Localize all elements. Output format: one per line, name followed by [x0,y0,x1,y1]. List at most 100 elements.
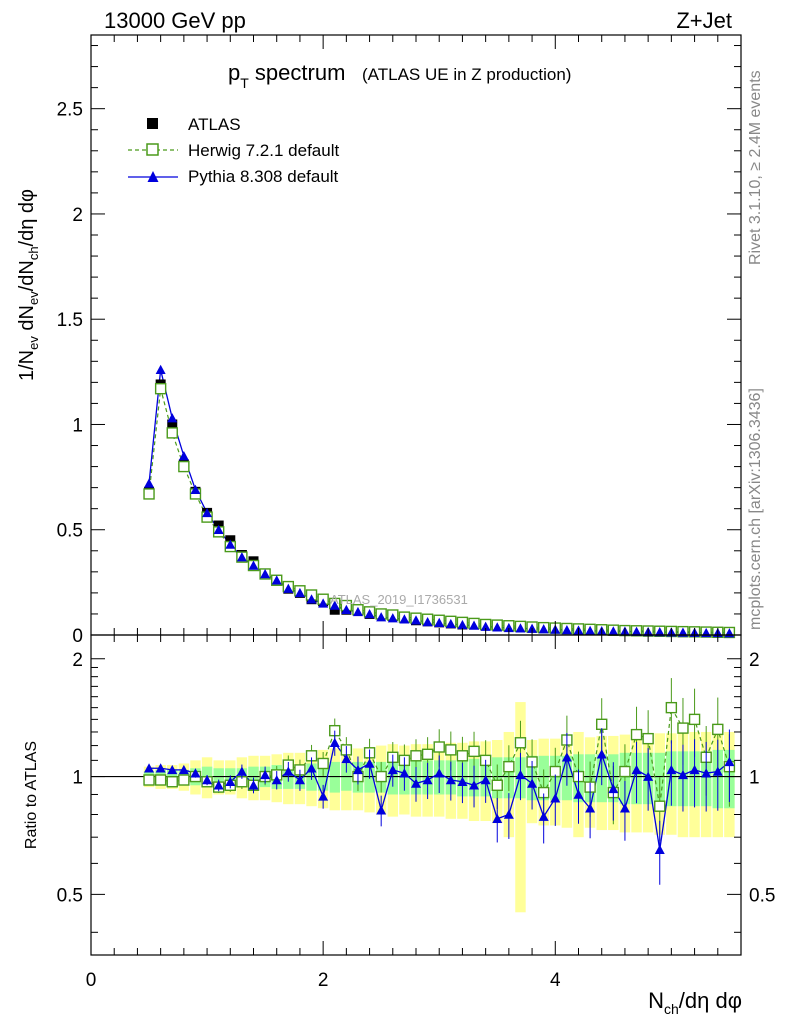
ratio-pythia-point [608,783,619,794]
ratio-pythia-point [596,749,607,759]
atlas-point [167,419,178,430]
ratio-pythia-point [167,764,178,775]
ratio-herwig-point [410,750,422,762]
ratio-pythia-point [236,766,247,776]
pythia-point [561,624,572,635]
herwig-point [143,488,155,500]
ratio-y-tick-label-left: 0.5 [57,885,83,906]
legend-herwig-marker [146,143,159,156]
ratio-pythia-point [283,766,294,776]
pythia-point [294,587,305,598]
ratio-y-tick-label-left: 2 [72,650,83,671]
ratio-herwig-point [642,732,654,745]
main-axes: 0 0.5 1 1.5 2 2.5 [57,35,742,647]
pythia-point [480,621,491,631]
pythia-point [190,484,201,494]
ratio-pythia-point [689,764,700,775]
ratio-herwig-point [143,774,155,786]
pythia-point [434,617,445,628]
ratio-pythia-point [202,774,213,785]
ratio-pythia-point [213,780,224,790]
pythia-point [515,623,526,633]
x-tick-label: 4 [550,970,561,991]
ratio-pythia-point [631,764,642,775]
pythia-point [329,600,340,610]
herwig-point [178,460,190,473]
pythia-point [364,608,375,619]
ratio-herwig-point [154,774,167,786]
ratio-pythia-point [155,763,166,773]
legend-atlas-marker [147,118,158,129]
x-tick-label: 2 [318,970,329,991]
main-data-layer [143,364,736,639]
pythia-point [213,524,224,534]
ratio-band-total [515,702,526,913]
ratio-y-tick-label-right: 0.5 [749,885,775,906]
herwig-point [166,427,178,439]
ratio-pythia-point [364,758,375,768]
ratio-pythia-point [411,778,421,788]
y-tick-label: 2 [72,205,83,226]
pythia-point [178,451,189,461]
energy-label: 13000 GeV pp [104,8,246,33]
ratio-pythia-point [271,774,282,785]
ratio-y-tick-label-left: 1 [72,768,83,789]
pythia-point [155,364,166,374]
ratio-herwig-point [514,737,527,749]
pythia-point [236,552,247,562]
pythia-point [631,626,642,636]
main-y-axis-label: 1/Nev dNev/dNch/dη dφ [16,189,41,381]
ratio-pythia-point [724,756,735,767]
ratio-pythia-point [677,769,688,780]
ratio-pythia-point [260,769,271,780]
ratio-band-stat [329,761,340,793]
chart-title: pT spectrum [228,60,345,91]
analysis-watermark: ATLAS_2019_I1736531 [330,592,468,607]
ratio-pythia-point [654,844,665,855]
ratio-herwig-point [596,718,608,731]
ratio-herwig-point [468,745,480,758]
pythia-point [503,622,514,633]
ratio-pythia-point [573,789,584,799]
y-tick-label: 0.5 [57,521,83,542]
ratio-pythia-point [352,764,363,775]
ratio-pythia-point [712,766,723,776]
ratio-pythia-point [422,774,433,785]
pythia-point [248,560,259,570]
legend: ATLAS Herwig 7.2.1 default Pythia 8.308 … [128,115,339,186]
ratio-pythia-point [561,752,572,762]
ratio-herwig-point [619,765,631,778]
pythia-point [608,626,619,636]
pythia-point [411,615,421,625]
pythia-point [260,568,271,579]
ratio-herwig-point [503,760,515,773]
ratio-herwig-point [445,744,457,756]
ratio-pythia-point [701,768,712,778]
pythia-point [469,620,480,630]
pythia-point [225,539,236,549]
ratio-axes: 0.5 0.5 1 1 2 2 0 2 4 [57,635,775,991]
pythia-point [457,619,468,630]
ratio-pythia-point [306,763,317,773]
ratio-pythia-point [666,764,677,775]
pythia-point [306,594,317,604]
ratio-pythia-point [329,737,340,748]
legend-atlas-label: ATLAS [188,115,241,134]
ratio-pythia-point [294,774,305,785]
pythia-point [538,624,549,634]
y-tick-label: 1.5 [57,310,83,331]
ratio-herwig-point [630,728,643,741]
pythia-point [271,575,282,585]
ratio-herwig-point [677,722,689,734]
x-tick-label: 0 [86,970,97,991]
ratio-pythia-point [318,791,329,801]
legend-pythia-label: Pythia 8.308 default [188,167,339,186]
ratio-herwig-point [178,774,190,786]
ratio-pythia-point [515,769,526,780]
ratio-herwig-point [688,713,701,726]
ratio-herwig-point [654,800,666,812]
ratio-pythia-point [376,805,387,815]
ratio-y-tick-label-right: 2 [749,650,760,671]
y-tick-label: 0 [72,626,83,647]
